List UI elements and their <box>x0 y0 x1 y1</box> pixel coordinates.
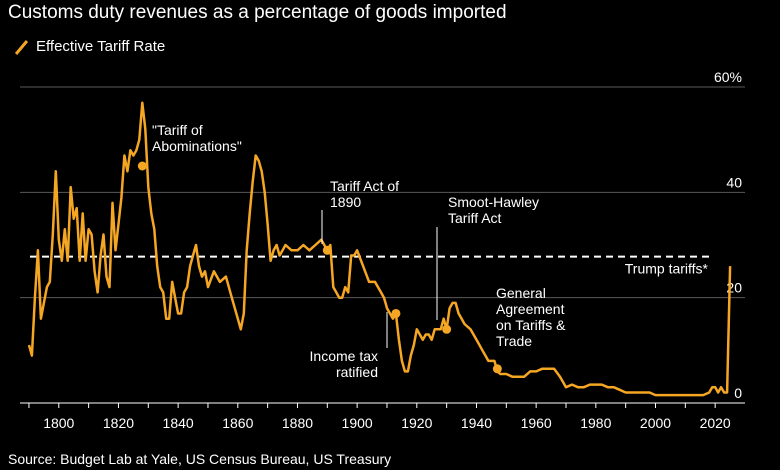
series-group <box>27 101 732 397</box>
x-axis: 1800 1820 1840 1860 1880 1900 1920 1940 1960 1980… <box>20 402 745 431</box>
x-tick-label: 1800 <box>43 415 74 431</box>
x-tick-label: 1920 <box>401 415 432 431</box>
x-tick-label: 1820 <box>103 415 134 431</box>
x-tick-label: 1980 <box>580 415 611 431</box>
gatt-label-line: Agreement <box>496 301 565 317</box>
abominations-label-line: Abominations" <box>152 138 242 154</box>
y-tick-label: 60% <box>714 69 742 85</box>
abominations-label: "Tariff of Abominations" <box>152 122 242 154</box>
x-tick-label: 1840 <box>163 415 194 431</box>
gatt-label: General Agreement on Tariffs & Trade <box>496 285 566 349</box>
abominations-marker <box>137 161 147 171</box>
y-tick-label: 0 <box>734 385 742 401</box>
income-tax-label-line: Income tax <box>310 348 378 364</box>
smoot-hawley-label-line: Tariff Act <box>448 210 502 226</box>
tariff-act-1890-marker <box>322 245 332 255</box>
x-tick-label: 1900 <box>342 415 373 431</box>
chart-title: Customs duty revenues as a percentage of… <box>8 2 507 23</box>
smoot-hawley-marker <box>442 324 452 334</box>
x-tick-label: 2000 <box>640 415 671 431</box>
x-tick-label: 1940 <box>461 415 492 431</box>
trump-tariffs-label: Trump tariffs* <box>625 261 709 277</box>
legend: Effective Tariff Rate <box>14 38 165 55</box>
gatt-marker <box>492 364 502 374</box>
effective-tariff-rate-line <box>27 101 732 397</box>
x-tick-label: 2020 <box>700 415 731 431</box>
tariff-act-1890-label-line: Tariff Act of <box>330 178 399 194</box>
income-tax-label-line: ratified <box>336 364 378 380</box>
smoot-hawley-label: Smoot-Hawley Tariff Act <box>448 194 539 226</box>
grid-lines <box>20 86 745 299</box>
income-tax-marker <box>391 308 401 318</box>
smoot-hawley-label-line: Smoot-Hawley <box>448 194 539 210</box>
y-tick-label: 40 <box>726 174 742 190</box>
tariff-act-1890-label-line: 1890 <box>330 194 361 210</box>
abominations-label-line: "Tariff of <box>152 122 203 138</box>
reference-group: Trump tariffs* <box>30 255 712 277</box>
source-note: Source: Budget Lab at Yale, US Census Bu… <box>8 451 392 467</box>
x-tick-label: 1880 <box>282 415 313 431</box>
gatt-label-line: General <box>496 285 546 301</box>
x-tick-label: 1960 <box>521 415 552 431</box>
legend-label: Effective Tariff Rate <box>36 38 166 55</box>
gatt-label-line: on Tariffs & <box>496 317 566 333</box>
annotations: "Tariff of Abominations" Tariff Act of 1890… <box>137 122 566 380</box>
income-tax-label: Income tax ratified <box>310 348 378 380</box>
gatt-label-line: Trade <box>496 333 532 349</box>
x-tick-label: 1860 <box>222 415 253 431</box>
tariff-act-1890-label: Tariff Act of 1890 <box>330 178 399 210</box>
